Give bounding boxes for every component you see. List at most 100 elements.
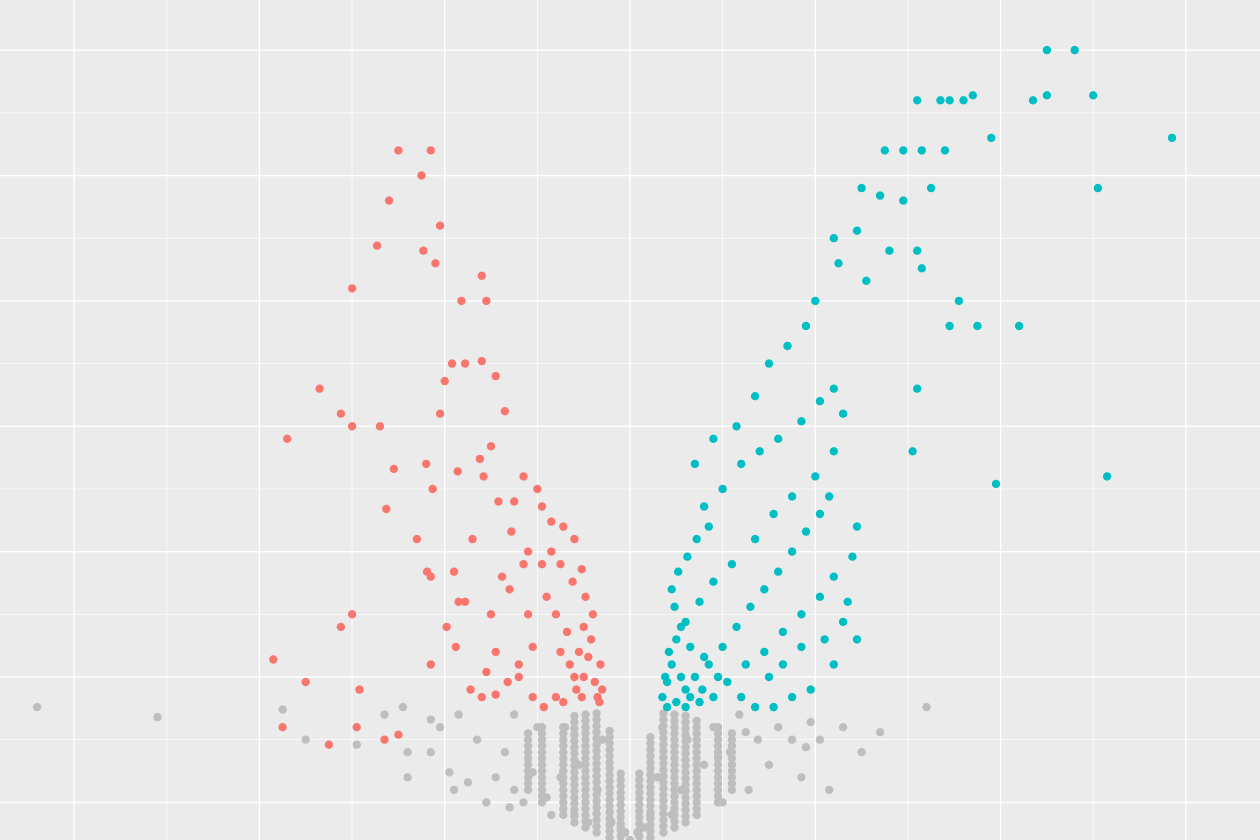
ns-point [605, 783, 614, 792]
ns-point [570, 736, 579, 746]
ns-point [559, 760, 568, 769]
ns-point [681, 749, 690, 758]
up-point [908, 447, 917, 456]
ns-point [559, 779, 568, 788]
down-point [551, 692, 561, 702]
up-point [778, 660, 788, 669]
up-point [811, 296, 820, 306]
down-point [460, 359, 470, 368]
ns-point [838, 723, 848, 732]
ns-point [491, 773, 500, 782]
ns-point [692, 754, 701, 763]
ns-point [605, 789, 614, 798]
down-point [428, 484, 437, 494]
ns-point [659, 796, 668, 806]
down-point [559, 697, 568, 707]
down-point [468, 534, 477, 544]
ns-point [592, 803, 601, 812]
up-point [829, 447, 838, 456]
down-point [570, 534, 579, 544]
down-point [559, 522, 568, 531]
ns-point [670, 773, 679, 782]
ns-point [605, 733, 614, 742]
ns-point [646, 770, 655, 779]
ns-point [635, 769, 644, 778]
down-point [417, 171, 426, 180]
ns-point [153, 712, 162, 722]
ns-point [659, 778, 668, 787]
down-point [523, 547, 533, 556]
up-point [667, 660, 676, 669]
up-point [987, 133, 996, 143]
up-point [815, 397, 825, 406]
down-point [486, 442, 496, 451]
up-point [718, 642, 727, 652]
ns-point [646, 739, 655, 748]
ns-point [352, 740, 361, 749]
ns-point [727, 785, 737, 795]
down-point [505, 585, 514, 594]
up-point [750, 392, 760, 401]
down-point [579, 672, 588, 682]
ns-point [670, 798, 679, 807]
up-point [676, 622, 686, 632]
ns-point [472, 735, 482, 744]
ns-point [537, 766, 547, 776]
up-point [885, 246, 894, 255]
down-point [460, 597, 470, 606]
down-point [426, 660, 435, 669]
up-point [681, 702, 690, 712]
down-point [533, 484, 542, 494]
ns-point [592, 796, 601, 806]
ns-point [692, 741, 701, 751]
ns-point [605, 795, 614, 805]
up-point [674, 567, 683, 576]
ns-point [463, 778, 473, 787]
ns-point [815, 735, 825, 744]
ns-point [709, 723, 718, 732]
up-point [875, 191, 885, 200]
up-point [899, 146, 908, 155]
up-point [718, 484, 727, 494]
ns-point [670, 735, 679, 744]
ns-point [653, 773, 662, 782]
down-point [572, 685, 581, 694]
ns-point [537, 729, 547, 738]
ns-point [692, 798, 701, 807]
ns-point [435, 723, 445, 732]
ns-point [301, 735, 310, 744]
down-point [510, 497, 519, 506]
ns-point [592, 815, 601, 825]
ns-point [570, 774, 579, 783]
ns-point [482, 798, 491, 807]
ns-point [403, 748, 412, 757]
down-point [384, 196, 394, 205]
ns-point [713, 779, 723, 788]
down-point [479, 472, 488, 481]
ns-point [570, 780, 579, 789]
up-point [838, 617, 848, 627]
ns-point [523, 785, 533, 795]
ns-point [713, 760, 723, 769]
up-point [913, 384, 922, 393]
ns-point [584, 818, 593, 827]
down-point [577, 565, 586, 574]
ns-point [510, 785, 519, 795]
ns-point [681, 743, 690, 752]
ns-point [692, 729, 701, 738]
ns-point [681, 793, 690, 802]
ns-point [454, 710, 463, 719]
ns-point [774, 723, 783, 732]
data-points [32, 45, 1177, 840]
ns-point [426, 748, 435, 757]
ns-point [523, 754, 533, 763]
ns-point [523, 729, 533, 738]
ns-point [570, 793, 579, 802]
ns-point [559, 735, 568, 744]
ns-point [537, 785, 547, 795]
ns-point [635, 800, 644, 810]
ns-point [692, 791, 701, 801]
down-point [375, 422, 385, 431]
up-point [991, 479, 1001, 489]
up-point [774, 434, 783, 443]
